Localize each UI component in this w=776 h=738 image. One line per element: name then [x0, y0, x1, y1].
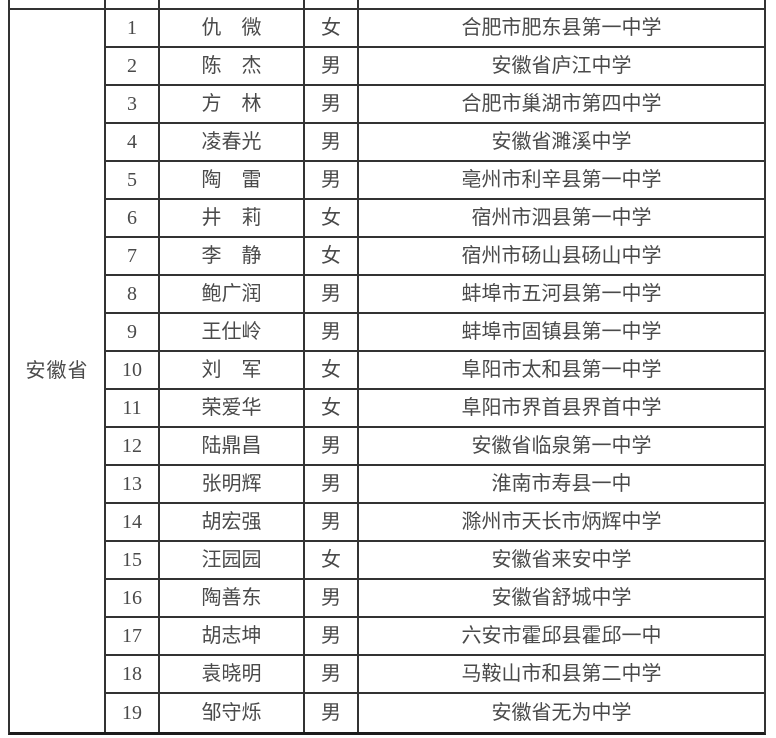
school-cell: 宿州市泗县第一中学 — [359, 200, 764, 238]
rank-cell: 5 — [106, 162, 160, 200]
truncated-row-province-cell — [10, 0, 106, 10]
school-cell: 亳州市利辛县第一中学 — [359, 162, 764, 200]
name-cell: 王仕岭 — [160, 314, 305, 352]
school-cell: 阜阳市界首县界首中学 — [359, 390, 764, 428]
gender-cell: 女 — [305, 390, 359, 428]
name-cell: 胡宏强 — [160, 504, 305, 542]
gender-cell: 女 — [305, 352, 359, 390]
gender-cell: 男 — [305, 694, 359, 732]
truncated-row-gender-cell — [305, 0, 359, 10]
school-cell: 安徽省庐江中学 — [359, 48, 764, 86]
rank-cell: 16 — [106, 580, 160, 618]
gender-cell: 男 — [305, 466, 359, 504]
school-cell: 安徽省来安中学 — [359, 542, 764, 580]
gender-cell: 男 — [305, 314, 359, 352]
gender-cell: 女 — [305, 200, 359, 238]
name-cell: 邹守烁 — [160, 694, 305, 732]
rank-cell: 12 — [106, 428, 160, 466]
gender-cell: 男 — [305, 656, 359, 694]
rank-cell: 1 — [106, 10, 160, 48]
name-cell: 陶善东 — [160, 580, 305, 618]
name-cell: 荣爱华 — [160, 390, 305, 428]
gender-cell: 男 — [305, 86, 359, 124]
school-cell: 安徽省临泉第一中学 — [359, 428, 764, 466]
gender-cell: 男 — [305, 618, 359, 656]
school-cell: 安徽省濉溪中学 — [359, 124, 764, 162]
name-cell: 袁晓明 — [160, 656, 305, 694]
school-cell: 阜阳市太和县第一中学 — [359, 352, 764, 390]
rank-cell: 3 — [106, 86, 160, 124]
rank-cell: 14 — [106, 504, 160, 542]
gender-cell: 男 — [305, 48, 359, 86]
province-cell: 安徽省 — [10, 10, 106, 732]
rank-cell: 9 — [106, 314, 160, 352]
truncated-row-name-cell — [160, 0, 305, 10]
roster-table: 安徽省 1 仇 微 女 合肥市肥东县第一中学 2 陈 杰 男 安徽省庐江中学 3… — [8, 0, 766, 735]
rank-cell: 17 — [106, 618, 160, 656]
gender-cell: 女 — [305, 542, 359, 580]
rank-cell: 15 — [106, 542, 160, 580]
rank-cell: 18 — [106, 656, 160, 694]
school-cell: 合肥市肥东县第一中学 — [359, 10, 764, 48]
rank-cell: 13 — [106, 466, 160, 504]
gender-cell: 男 — [305, 276, 359, 314]
school-cell: 蚌埠市五河县第一中学 — [359, 276, 764, 314]
rank-cell: 10 — [106, 352, 160, 390]
truncated-row-school-cell — [359, 0, 764, 10]
name-cell: 鲍广润 — [160, 276, 305, 314]
school-cell: 滁州市天长市炳辉中学 — [359, 504, 764, 542]
school-cell: 淮南市寿县一中 — [359, 466, 764, 504]
rank-cell: 4 — [106, 124, 160, 162]
gender-cell: 男 — [305, 124, 359, 162]
school-cell: 蚌埠市固镇县第一中学 — [359, 314, 764, 352]
rank-cell: 2 — [106, 48, 160, 86]
gender-cell: 男 — [305, 504, 359, 542]
school-cell: 安徽省无为中学 — [491, 702, 632, 724]
gender-cell: 男 — [305, 162, 359, 200]
gender-cell: 男 — [305, 580, 359, 618]
name-cell: 陈 杰 — [160, 48, 305, 86]
rank-cell: 19 — [106, 694, 160, 732]
name-cell: 张明辉 — [160, 466, 305, 504]
rank-cell: 8 — [106, 276, 160, 314]
gender-cell: 女 — [305, 10, 359, 48]
rank-cell: 6 — [106, 200, 160, 238]
name-cell: 井 莉 — [160, 200, 305, 238]
school-cell: 合肥市巢湖市第四中学 — [359, 86, 764, 124]
school-cell: 马鞍山市和县第二中学 — [359, 656, 764, 694]
truncated-row-number-cell — [106, 0, 160, 10]
name-cell: 李 静 — [160, 238, 305, 276]
gender-cell: 女 — [305, 238, 359, 276]
name-cell: 陶 雷 — [160, 162, 305, 200]
school-cell: 宿州市砀山县砀山中学 — [359, 238, 764, 276]
name-cell: 仇 微 — [160, 10, 305, 48]
name-cell: 陆鼎昌 — [160, 428, 305, 466]
name-cell: 刘 军 — [160, 352, 305, 390]
name-cell: 胡志坤 — [160, 618, 305, 656]
name-cell: 方 林 — [160, 86, 305, 124]
gender-cell: 男 — [305, 428, 359, 466]
roster-grid: 安徽省 1 仇 微 女 合肥市肥东县第一中学 2 陈 杰 男 安徽省庐江中学 3… — [10, 0, 764, 732]
name-cell: 凌春光 — [160, 124, 305, 162]
name-cell: 汪园园 — [160, 542, 305, 580]
school-cell: 六安市霍邱县霍邱一中 — [359, 618, 764, 656]
rank-cell: 7 — [106, 238, 160, 276]
rank-cell: 11 — [106, 390, 160, 428]
school-cell: 安徽省舒城中学 — [359, 580, 764, 618]
